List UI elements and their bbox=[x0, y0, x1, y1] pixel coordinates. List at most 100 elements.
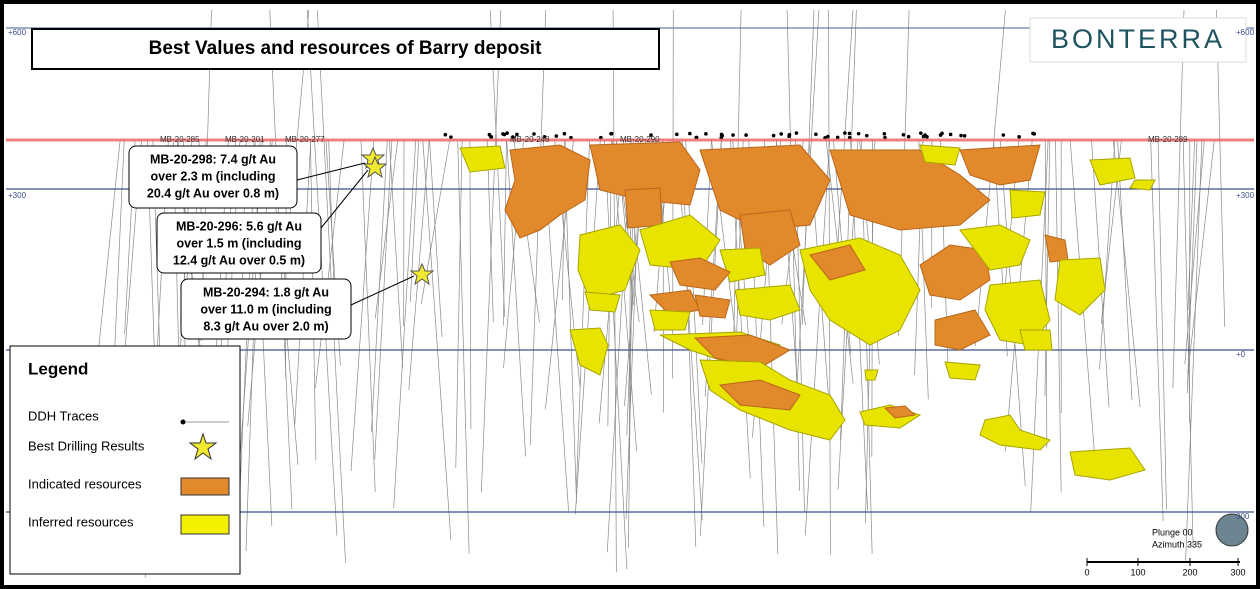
drill-collar bbox=[1001, 133, 1006, 137]
drill-collar bbox=[814, 132, 818, 137]
inferred-body bbox=[864, 369, 879, 381]
drill-collar bbox=[688, 131, 692, 136]
drill-collar bbox=[489, 135, 494, 139]
drill-collar bbox=[835, 135, 840, 140]
drill-trace bbox=[455, 139, 463, 468]
drill-collar bbox=[511, 135, 515, 139]
arrow bbox=[320, 169, 369, 229]
drill-collar bbox=[864, 133, 869, 138]
drill-trace bbox=[374, 139, 399, 319]
drill-trace bbox=[1184, 139, 1205, 365]
drill-trace bbox=[388, 139, 404, 368]
title-box bbox=[31, 28, 660, 70]
indicated-body bbox=[919, 244, 991, 301]
drill-collar bbox=[794, 131, 799, 135]
drill-trace bbox=[1150, 139, 1164, 522]
inferred-body bbox=[459, 145, 506, 173]
callout-arrows bbox=[296, 162, 415, 306]
drill-trace bbox=[315, 139, 345, 389]
elevation-label: +600 bbox=[8, 28, 27, 37]
drill-trace bbox=[1172, 9, 1185, 389]
indicated-body bbox=[624, 187, 663, 229]
drill-collar bbox=[562, 131, 567, 136]
drill-trace bbox=[429, 139, 443, 337]
legend-item: Indicated resources bbox=[28, 476, 142, 491]
drill-trace bbox=[1186, 139, 1198, 394]
drill-hole-label: MB-20-277 bbox=[285, 135, 325, 144]
orientation-globe bbox=[1215, 513, 1249, 547]
drill-collar bbox=[532, 132, 536, 136]
drill-trace bbox=[576, 139, 590, 489]
drill-trace bbox=[1117, 139, 1133, 401]
inferred-body bbox=[944, 361, 981, 381]
callout-line: over 11.0 m (including bbox=[200, 302, 331, 316]
drill-collar bbox=[906, 134, 911, 139]
drill-trace bbox=[1055, 139, 1062, 493]
callout-line: MB-20-294: 1.8 g/t Au bbox=[203, 285, 329, 299]
drill-trace bbox=[469, 139, 472, 429]
callout-box bbox=[128, 145, 298, 209]
logo-box bbox=[1029, 17, 1247, 63]
drill-collar bbox=[856, 131, 861, 136]
drill-collar bbox=[779, 132, 784, 136]
drill-collar bbox=[901, 132, 906, 137]
elevation-label: +300 bbox=[8, 191, 27, 200]
drill-collar bbox=[449, 135, 453, 139]
inferred-body bbox=[1009, 189, 1046, 219]
drill-collar bbox=[554, 134, 559, 138]
drill-collar bbox=[501, 132, 505, 136]
drill-collar bbox=[674, 132, 679, 137]
star bbox=[362, 155, 388, 179]
drill-collar bbox=[609, 131, 613, 136]
drill-collar bbox=[923, 133, 927, 137]
inferred-body bbox=[959, 224, 1031, 271]
drill-collar bbox=[744, 133, 748, 137]
inferred-body bbox=[919, 144, 961, 166]
scale-label: 0 bbox=[1084, 567, 1089, 577]
inferred-body bbox=[979, 414, 1051, 451]
elevation-label: +600 bbox=[1236, 28, 1255, 37]
legend-star bbox=[188, 432, 218, 461]
drill-hole-label: MB-20-289 bbox=[1148, 135, 1188, 144]
legend-swatch bbox=[180, 514, 230, 535]
callout-line: MB-20-296: 5.6 g/t Au bbox=[176, 219, 302, 233]
drill-collar bbox=[1017, 134, 1021, 139]
scale-label: 100 bbox=[1130, 567, 1145, 577]
drill-collar bbox=[443, 132, 448, 137]
inferred-body bbox=[1129, 179, 1156, 191]
drill-trace bbox=[1216, 9, 1226, 327]
inferred-body bbox=[569, 327, 609, 376]
azimuth: Azimuth 335 bbox=[1152, 539, 1202, 549]
drill-collar bbox=[843, 131, 847, 135]
inferred-body bbox=[1054, 257, 1106, 316]
drill-collar bbox=[649, 133, 653, 137]
drill-collar bbox=[962, 134, 967, 138]
drill-trace bbox=[360, 139, 376, 493]
legend-trace-collar bbox=[180, 419, 186, 425]
title: Best Values and resources of Barry depos… bbox=[149, 38, 542, 59]
drill-collar bbox=[487, 132, 492, 137]
drill-collar bbox=[882, 132, 887, 136]
callout-line: over 1.5 m (including bbox=[176, 236, 301, 250]
drill-hole-labels: MB-20-285 MB-20-201 MB-20-277 MB-20-248 MB-2… bbox=[160, 135, 1188, 144]
elevation-label: +0 bbox=[1236, 350, 1246, 359]
drill-trace bbox=[408, 139, 430, 390]
drill-collar bbox=[938, 133, 943, 137]
drill-trace bbox=[457, 139, 470, 554]
drill-collar bbox=[919, 131, 923, 135]
drill-trace bbox=[1157, 139, 1167, 510]
drill-hole-label: MB-20-248 bbox=[510, 135, 550, 144]
drill-trace bbox=[1112, 139, 1141, 408]
star bbox=[409, 262, 435, 286]
drill-trace bbox=[1044, 139, 1051, 397]
legend-box bbox=[9, 345, 241, 575]
indicated-body bbox=[718, 379, 801, 411]
indicated-body bbox=[699, 144, 831, 231]
drill-hole-label: MB-20-201 bbox=[225, 135, 265, 144]
drill-trace bbox=[804, 139, 830, 536]
callout-line: 8.3 g/t Au over 2.0 m) bbox=[203, 319, 328, 333]
drill-collar bbox=[505, 131, 509, 135]
